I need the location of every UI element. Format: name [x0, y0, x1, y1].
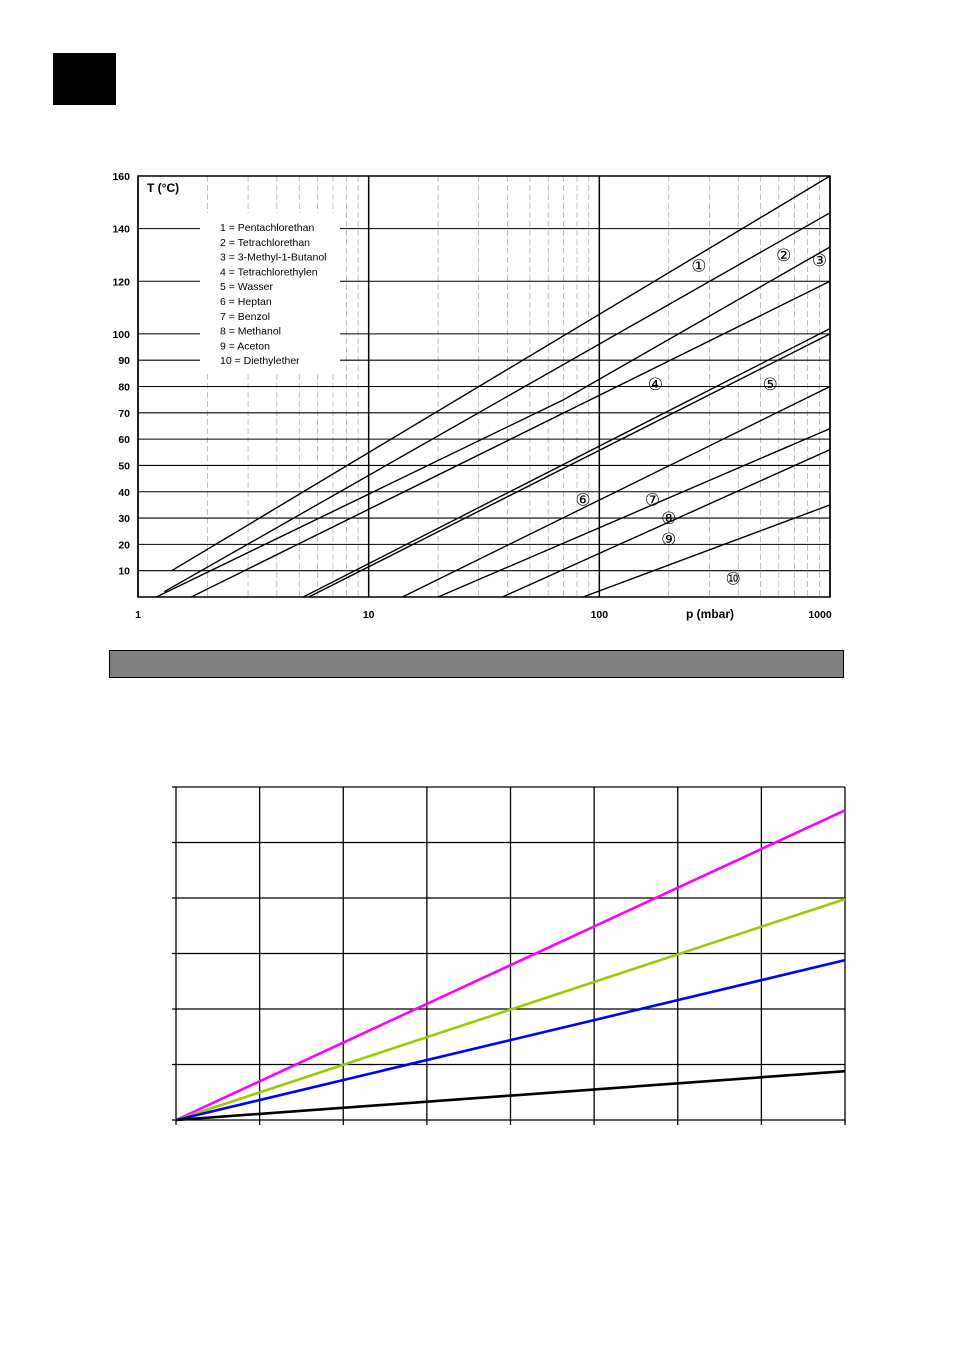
c1-series-marker-2: ②	[776, 246, 791, 265]
c1-series-line-4	[190, 280, 831, 598]
c1-legend: 1 = Pentachlorethan 2 = Tetrachlorethan 3 …	[220, 222, 327, 367]
c1-y-tick-label: 140	[112, 224, 130, 236]
c1-x-tick-label: 10	[363, 609, 375, 621]
c1-y-tick-label: 80	[118, 382, 130, 394]
c1-x-tick-label: 1	[135, 609, 141, 621]
c1-legend-entry-7: 7 = Benzol	[220, 311, 270, 323]
c1-legend-entry-2: 2 = Tetrachlorethan	[220, 237, 310, 249]
c1-series-marker-9: ⑨	[661, 530, 676, 549]
c1-y-tick-label: 120	[112, 276, 130, 288]
c1-frame	[137, 175, 831, 598]
c1-series-marker-7: ⑦	[645, 491, 660, 510]
c1-ylabel-bg	[145, 177, 190, 199]
c2-series-line-3	[175, 958, 846, 1122]
c1-series-line-1	[171, 175, 831, 572]
c1-legend-entry-5: 5 = Wasser	[220, 281, 274, 293]
c1-tick-labels: 10 20 30 40 50 60 70 80 90 100 120 140 160 1 10 100 1000	[112, 171, 831, 621]
c1-series-marker-8: ⑧	[661, 509, 676, 528]
c1-legend-entry-8: 8 = Methanol	[220, 326, 281, 338]
c2-series-line-4	[175, 1069, 846, 1122]
c1-series-line-3	[155, 246, 831, 598]
c1-series-line-8	[437, 427, 831, 598]
c2-series-lines	[175, 809, 846, 1122]
c1-series-marker-1: ①	[691, 256, 706, 275]
c1-y-tick-label: 100	[112, 329, 130, 341]
c1-series-line-7	[402, 385, 831, 598]
page-marker-block	[53, 53, 116, 105]
c1-y-tick-label: 30	[118, 513, 130, 525]
c1-legend-entry-1: 1 = Pentachlorethan	[220, 222, 314, 234]
c1-legend-entry-6: 6 = Heptan	[220, 296, 272, 308]
c1-series-marker-3: ③	[812, 251, 827, 270]
section-bar	[109, 650, 844, 678]
c1-x-tick-label: 1000	[808, 609, 832, 621]
c2-series-line-2	[175, 897, 846, 1122]
c1-y-tick-label: 60	[118, 434, 130, 446]
c1-series-line-10	[582, 504, 831, 598]
c1-series-line-5	[302, 327, 831, 598]
c1-y-tick-label: 20	[118, 539, 130, 551]
c1-legend-entry-9: 9 = Aceton	[220, 340, 270, 352]
c1-y-tick-label: 50	[118, 460, 130, 472]
c2-series-line-1	[175, 809, 846, 1122]
c1-legend-box	[200, 213, 340, 373]
c1-series-markers: ① ② ③ ④ ⑤ ⑥ ⑦⑧ ⑨ ⑩	[575, 246, 827, 589]
c1-legend-entry-4: 4 = Tetrachlorethylen	[220, 266, 318, 278]
c1-y-tick-label: 160	[112, 171, 130, 183]
linear-chart	[172, 786, 846, 1125]
c1-y-tick-label: 10	[118, 566, 130, 578]
c1-y-tick-label: 40	[118, 487, 130, 499]
c1-y-tick-label: 70	[118, 408, 130, 420]
c1-xlabel: p (mbar)	[686, 607, 734, 621]
c1-ylabel: T (°C)	[147, 181, 179, 195]
c1-series-line-6	[308, 333, 831, 598]
c1-series-marker-5: ⑤	[762, 375, 777, 394]
c1-y-tick-label: 90	[118, 355, 130, 367]
c1-x-tick-label: 100	[591, 609, 609, 621]
c1-series-marker-4: ④	[648, 375, 663, 394]
c1-legend-entry-3: 3 = 3-Methyl-1-Butanol	[220, 252, 327, 264]
c2-grid	[172, 786, 846, 1125]
c1-series-line-2	[163, 212, 831, 593]
c1-series-line-9	[502, 448, 831, 598]
c1-series-lines	[155, 175, 831, 598]
c1-series-marker-6: ⑥	[575, 491, 590, 510]
c1-series-marker-10: ⑩	[725, 570, 740, 589]
c1-legend-entry-10: 10 = Diethylether	[220, 355, 300, 367]
c1-xlabel-bg	[683, 602, 743, 620]
